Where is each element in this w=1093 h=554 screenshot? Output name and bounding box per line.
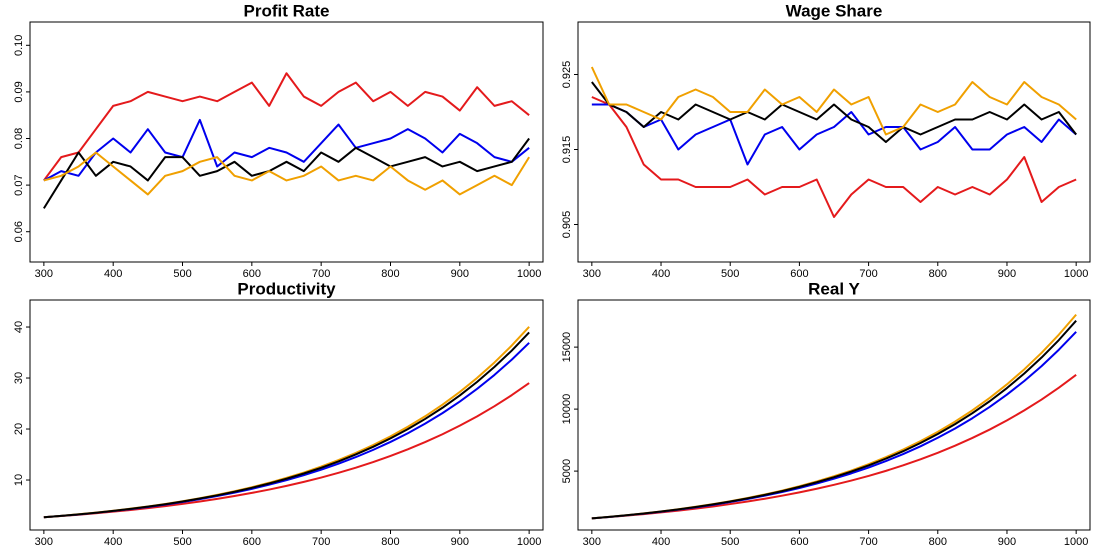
plot-frame <box>29 299 544 531</box>
x-tick-label: 800 <box>381 268 399 280</box>
y-tick-label: 10 <box>13 474 25 486</box>
x-tick-label: 400 <box>104 536 122 548</box>
series-line <box>43 331 530 519</box>
y-tick-label: 0.905 <box>561 211 573 239</box>
x-tick-label: 1000 <box>1064 268 1088 280</box>
x-tick-label: 500 <box>721 536 739 548</box>
y-tick-label: 0.07 <box>13 174 25 195</box>
x-tick-label: 400 <box>104 268 122 280</box>
x-tick-label: 600 <box>243 268 261 280</box>
x-tick-label: 700 <box>859 268 877 280</box>
series-line <box>591 331 1077 520</box>
y-tick-label: 15000 <box>561 332 573 363</box>
x-tick-label: 400 <box>652 536 670 548</box>
chart-title: Profit Rate <box>244 1 330 20</box>
x-tick-label: 900 <box>451 536 469 548</box>
series-line <box>591 103 1077 166</box>
series-line <box>591 81 1077 143</box>
x-tick-label: 700 <box>312 536 330 548</box>
x-tick-label: 500 <box>173 268 191 280</box>
x-tick-label: 400 <box>652 268 670 280</box>
series-line <box>43 342 530 519</box>
x-tick-label: 600 <box>790 536 808 548</box>
x-tick-label: 600 <box>243 536 261 548</box>
y-tick-label: 0.915 <box>561 136 573 164</box>
x-tick-label: 1000 <box>517 536 541 548</box>
y-tick-label: 0.09 <box>13 81 25 102</box>
series-line <box>43 326 530 519</box>
x-tick-label: 900 <box>998 268 1016 280</box>
y-tick-label: 5000 <box>561 459 573 483</box>
x-tick-label: 600 <box>790 268 808 280</box>
x-tick-label: 300 <box>35 268 53 280</box>
series-line <box>591 96 1077 218</box>
series-line <box>43 137 530 209</box>
series-line <box>43 72 530 182</box>
series-line <box>43 118 530 182</box>
series-line <box>591 313 1077 520</box>
x-tick-label: 300 <box>583 536 601 548</box>
x-tick-label: 900 <box>998 536 1016 548</box>
chart-title: Real Y <box>808 279 860 298</box>
chart-title: Wage Share <box>786 1 883 20</box>
chart-title: Productivity <box>237 279 336 298</box>
x-tick-label: 700 <box>859 536 877 548</box>
y-tick-label: 20 <box>13 423 25 435</box>
x-tick-label: 800 <box>929 536 947 548</box>
y-tick-label: 0.08 <box>13 128 25 149</box>
series-line <box>590 66 1077 136</box>
x-tick-label: 300 <box>35 536 53 548</box>
y-tick-label: 10000 <box>561 394 573 425</box>
series-line <box>43 151 530 196</box>
x-tick-label: 800 <box>929 268 947 280</box>
x-tick-label: 700 <box>312 268 330 280</box>
plot-frame <box>577 299 1091 531</box>
x-tick-label: 500 <box>721 268 739 280</box>
y-tick-label: 0.10 <box>13 35 25 56</box>
plot-frame <box>577 21 1091 263</box>
series-line <box>591 320 1077 520</box>
x-tick-label: 900 <box>451 268 469 280</box>
y-tick-label: 40 <box>13 321 25 333</box>
y-tick-label: 30 <box>13 372 25 384</box>
x-tick-label: 300 <box>583 268 601 280</box>
x-tick-label: 500 <box>173 536 191 548</box>
y-tick-label: 0.925 <box>561 61 573 89</box>
y-tick-label: 0.06 <box>13 221 25 242</box>
x-tick-label: 1000 <box>1064 536 1088 548</box>
x-tick-label: 1000 <box>517 268 541 280</box>
plot-frame <box>29 21 544 263</box>
x-tick-label: 800 <box>381 536 399 548</box>
